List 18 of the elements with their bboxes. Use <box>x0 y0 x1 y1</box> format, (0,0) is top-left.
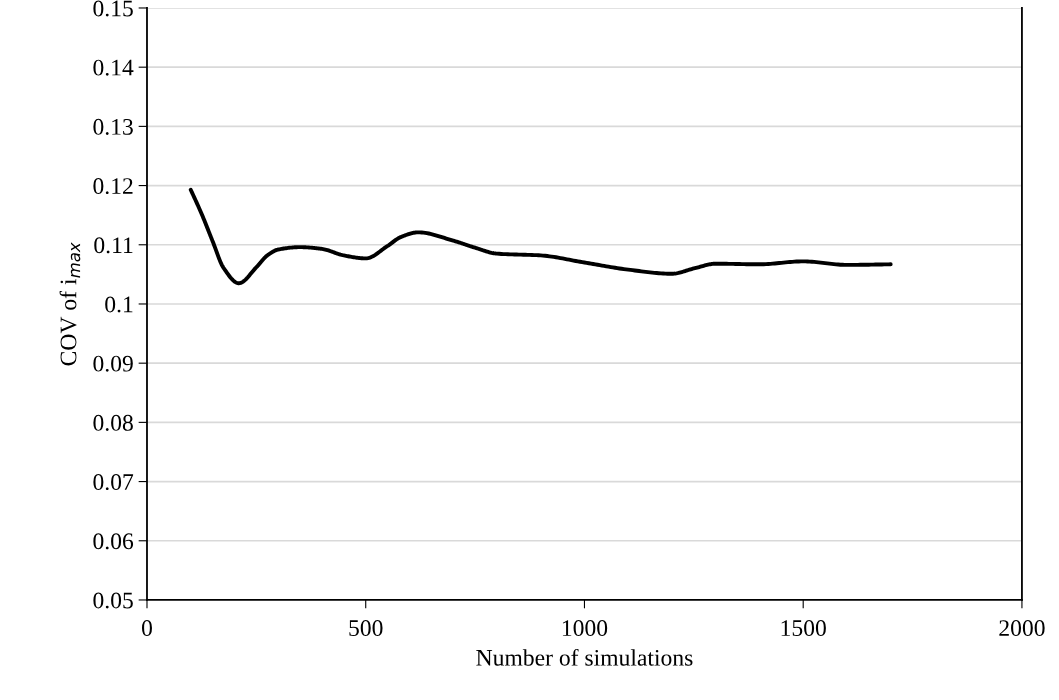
x-tick-label: 0 <box>141 620 152 637</box>
y-tick-label: 0.11 <box>94 237 133 254</box>
x-tick-label: 1000 <box>562 620 608 637</box>
x-axis-title: Number of simulations <box>476 648 693 666</box>
x-tick-label: 2000 <box>999 620 1045 637</box>
y-tick-label: 0.05 <box>93 592 133 609</box>
y-tick-label: 0.06 <box>93 533 134 550</box>
y-tick-label: 0.1 <box>105 296 133 313</box>
y-tick-label: 0.12 <box>93 178 133 195</box>
y-tick-label: 0.07 <box>93 474 134 491</box>
y-tick-label: 0.14 <box>93 59 134 76</box>
y-tick-label: 0.08 <box>93 414 133 431</box>
x-tick-label: 500 <box>349 620 383 637</box>
y-tick-label: 0.15 <box>93 0 133 17</box>
x-tick-label: 1500 <box>781 620 826 637</box>
y-tick-label: 0.09 <box>93 355 133 372</box>
y-axis-title: COV of i$_{max}$ <box>59 242 81 366</box>
y-tick-label: 0.13 <box>93 118 133 135</box>
